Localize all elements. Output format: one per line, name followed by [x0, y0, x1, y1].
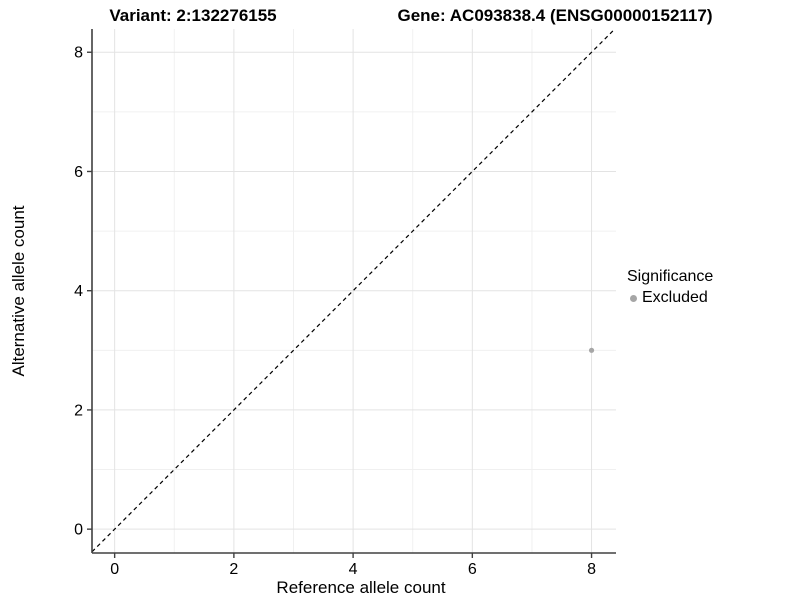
y-tick-label: 2	[74, 402, 83, 419]
y-tick-label: 4	[74, 283, 83, 300]
legend-point-icon	[630, 294, 637, 302]
data-point	[588, 347, 595, 353]
legend: Significance Excluded	[627, 268, 713, 307]
data-points	[588, 347, 595, 353]
grid-major-lines	[92, 29, 616, 553]
x-axis-title: Reference allele count	[276, 578, 446, 597]
legend-item-excluded: Excluded	[630, 289, 713, 307]
gene-title: Gene: AC093838.4 (ENSG00000152117)	[397, 6, 713, 25]
x-tick-label: 6	[468, 561, 477, 578]
identity-line	[91, 28, 616, 553]
y-axis-title: Alternative allele count	[9, 205, 28, 377]
x-tick-label: 2	[229, 561, 238, 578]
legend-title: Significance	[627, 268, 714, 285]
x-tick-label: 8	[587, 561, 596, 578]
y-tick-label: 6	[74, 164, 83, 181]
y-tick-labels: 0 2 4 6 8	[74, 45, 83, 539]
legend-item-label: Excluded	[642, 289, 708, 306]
variant-title: Variant: 2:132276155	[109, 6, 277, 25]
x-tick-label: 0	[110, 561, 119, 578]
grid-minor-lines	[92, 29, 616, 553]
y-tick-label: 0	[74, 522, 83, 539]
x-tick-labels: 0 2 4 6 8	[110, 561, 596, 578]
x-tick-label: 4	[349, 561, 358, 578]
identity-dashed-line	[91, 28, 616, 553]
y-tick-label: 8	[74, 45, 83, 62]
axis-tick-marks	[87, 51, 593, 558]
